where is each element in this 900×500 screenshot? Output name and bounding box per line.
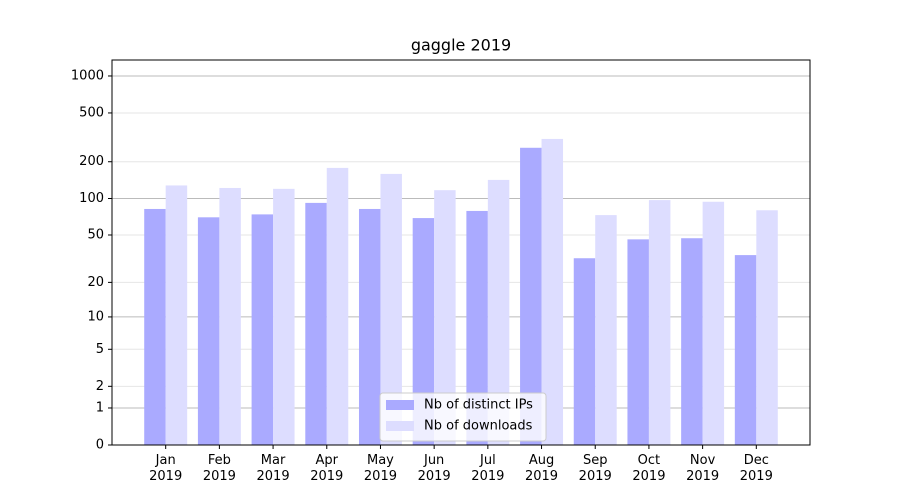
bar <box>273 188 295 445</box>
bar <box>305 202 327 445</box>
bar <box>595 215 617 445</box>
legend-label: Nb of downloads <box>424 419 533 434</box>
x-tick-label: Oct 2019 <box>632 453 666 484</box>
x-tick-label: Jul 2019 <box>471 453 505 484</box>
x-tick-label: Mar 2019 <box>256 453 290 484</box>
legend-swatch <box>386 400 414 410</box>
bar <box>358 208 381 445</box>
legend: Nb of distinct IPs Nb of downloads <box>379 392 547 442</box>
x-tick-label: May 2019 <box>363 453 397 484</box>
bar <box>380 173 402 445</box>
x-tick-label: Jan 2019 <box>149 453 183 484</box>
bar <box>326 167 349 445</box>
legend-box <box>379 392 547 442</box>
bar <box>702 201 725 445</box>
chart-title: gaggle 2019 <box>411 36 511 55</box>
bar <box>627 239 649 445</box>
y-tick-label: 50 <box>87 227 104 242</box>
legend-swatch <box>386 421 414 431</box>
x-tick-label: Feb 2019 <box>202 453 236 484</box>
x-tick-label: Apr 2019 <box>310 453 344 484</box>
y-tick-label: 500 <box>79 105 104 120</box>
bar <box>197 217 220 445</box>
y-tick-label: 10 <box>87 309 104 324</box>
plot-frame <box>111 59 811 446</box>
y-tick-label: 200 <box>79 154 104 169</box>
x-tick-label: Nov 2019 <box>686 453 720 484</box>
bar <box>466 210 488 445</box>
x-tick-label: Aug 2019 <box>524 453 559 484</box>
bar <box>681 238 703 445</box>
bar <box>219 187 241 445</box>
legend-label: Nb of distinct IPs <box>424 398 533 413</box>
x-tick-label: Dec 2019 <box>739 453 773 484</box>
y-tick-label: 5 <box>96 342 104 357</box>
bar <box>434 190 456 445</box>
y-tick-label: 1 <box>96 400 104 415</box>
y-tick-label: 100 <box>79 191 104 206</box>
bar <box>520 147 542 445</box>
bar <box>541 138 564 445</box>
bar <box>165 185 188 445</box>
bar <box>573 258 596 445</box>
y-tick-label: 0 <box>96 438 104 453</box>
x-tick-label: Sep 2019 <box>578 453 612 484</box>
bar <box>144 208 166 445</box>
bar <box>734 255 757 445</box>
x-tick-label: Jun 2019 <box>417 453 451 484</box>
y-tick-label: 2 <box>96 379 104 394</box>
bar <box>412 218 435 445</box>
y-tick-label: 20 <box>87 275 104 290</box>
bar <box>648 200 671 445</box>
y-tick-label: 1000 <box>71 68 104 83</box>
bar <box>487 179 510 446</box>
bar <box>756 210 778 445</box>
bar <box>251 214 274 445</box>
